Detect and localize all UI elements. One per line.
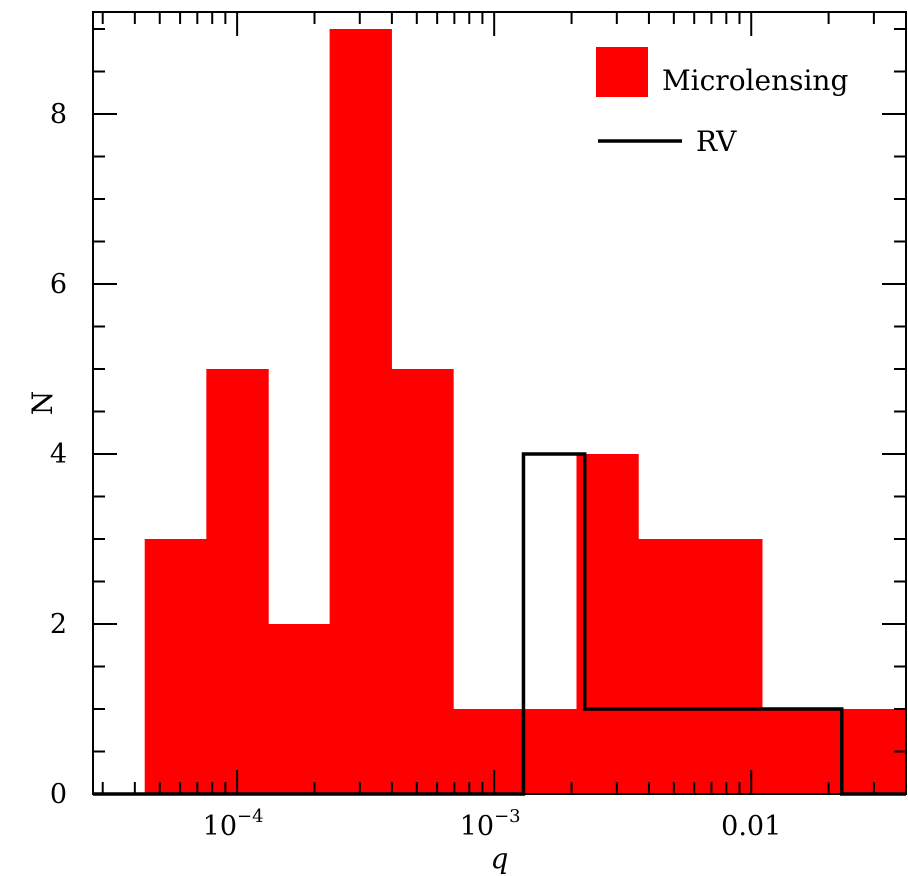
axis-ticks bbox=[93, 12, 907, 795]
microlensing-bar bbox=[699, 539, 763, 794]
microlensing-bar bbox=[761, 709, 825, 794]
microlensing-bar bbox=[329, 29, 392, 794]
y-tick-label: 4 bbox=[50, 439, 67, 470]
x-tick-label: 0.01 bbox=[721, 811, 781, 842]
rv-step-line bbox=[93, 452, 906, 796]
microlensing-bar bbox=[638, 539, 701, 794]
y-tick-label: 0 bbox=[50, 779, 67, 810]
microlensing-bar bbox=[206, 369, 269, 794]
y-tick-label: 6 bbox=[50, 269, 67, 300]
tick-labels: 0 2 4 6 8 10−4 10−3 0.01 bbox=[50, 99, 781, 842]
microlensing-bar bbox=[144, 539, 207, 794]
legend: Microlensing RV bbox=[596, 47, 848, 158]
x-axis-label: q bbox=[491, 842, 509, 875]
microlensing-bar bbox=[453, 709, 516, 794]
microlensing-bar bbox=[576, 454, 639, 794]
x-tick-label: 10−4 bbox=[203, 806, 264, 842]
y-tick-label: 2 bbox=[50, 609, 67, 640]
microlensing-bar bbox=[823, 709, 886, 794]
plot-frame bbox=[92, 11, 907, 795]
microlensing-bars bbox=[144, 29, 907, 794]
microlensing-bar bbox=[391, 369, 454, 794]
y-axis-label: N bbox=[26, 391, 59, 416]
x-tick-label: 10−3 bbox=[460, 806, 521, 842]
y-tick-label: 8 bbox=[50, 99, 67, 130]
legend-rv-label: RV bbox=[696, 125, 737, 158]
legend-microlensing-label: Microlensing bbox=[662, 64, 848, 97]
legend-microlensing-swatch bbox=[596, 47, 648, 97]
microlensing-bar bbox=[268, 624, 331, 794]
